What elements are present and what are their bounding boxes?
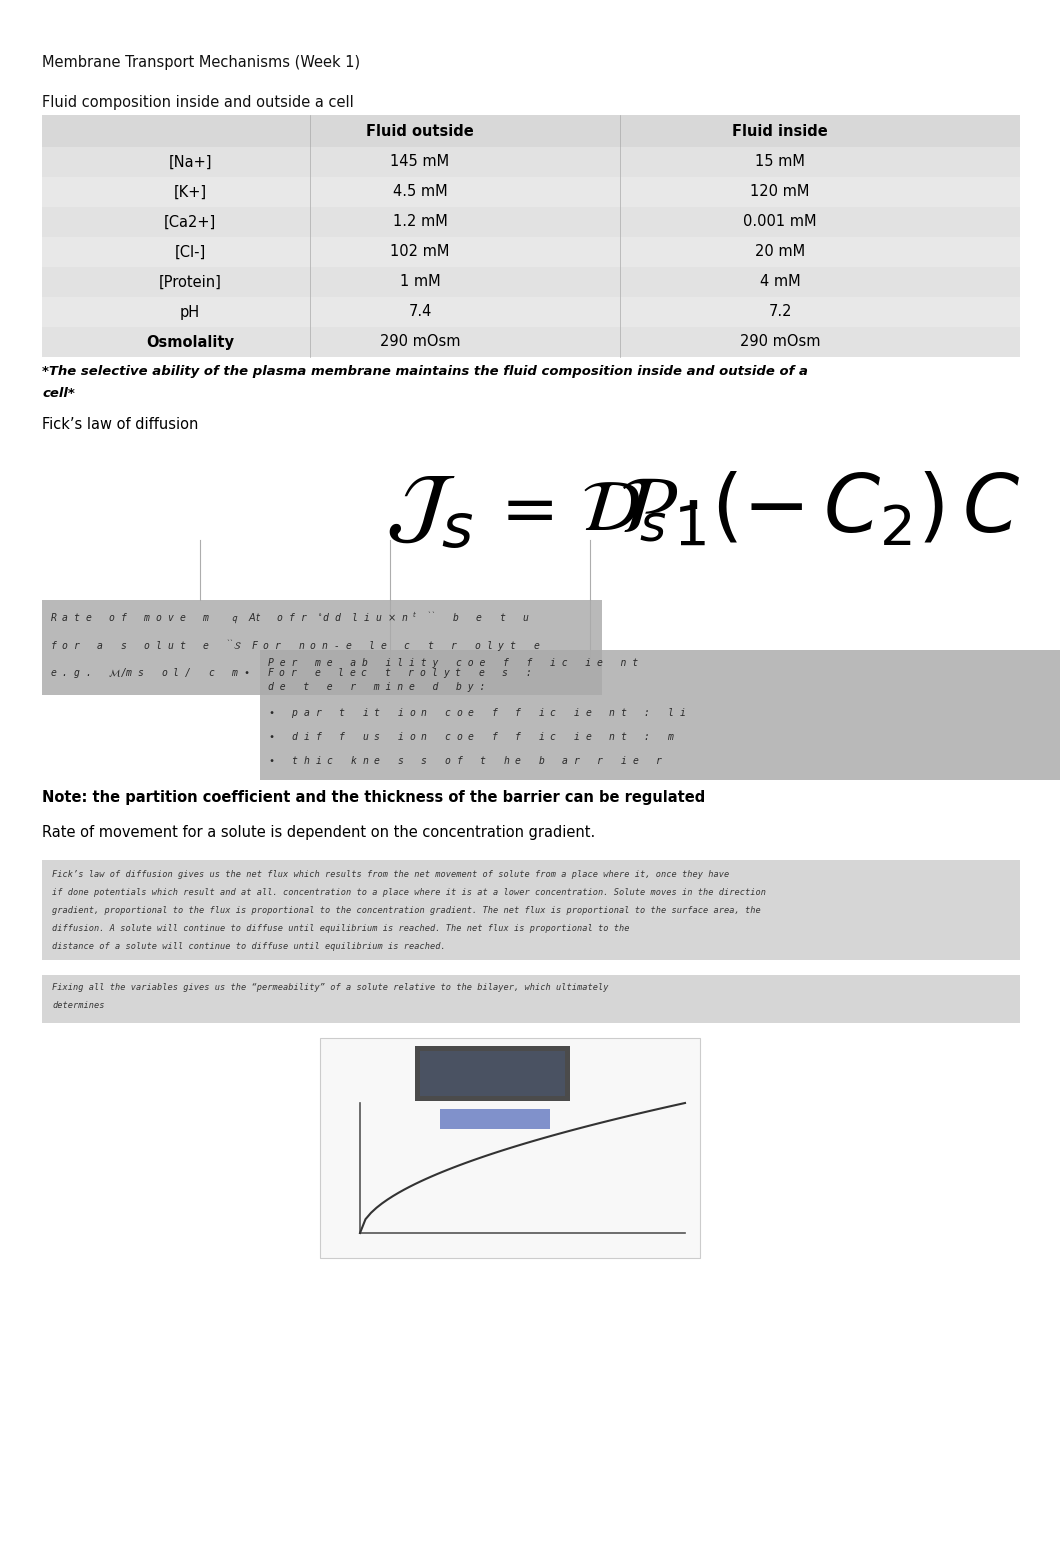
Text: 120 mM: 120 mM bbox=[751, 185, 809, 199]
Text: 290 mOsm: 290 mOsm bbox=[740, 335, 820, 350]
Text: 20 mM: 20 mM bbox=[755, 244, 805, 260]
Text: Fixing all the variables gives us the “permeability” of a solute relative to the: Fixing all the variables gives us the “p… bbox=[52, 983, 609, 993]
Text: 290 mOsm: 290 mOsm bbox=[380, 335, 460, 350]
Bar bbox=[42, 207, 1020, 237]
Bar bbox=[42, 115, 1020, 356]
Bar bbox=[42, 297, 1020, 327]
Text: $=$: $=$ bbox=[486, 476, 553, 543]
Text: $\bullet$   p a r   t   i t   i o n   c o e   f   f   i c   i e   n t   :   l i: $\bullet$ p a r t i t i o n c o e f f i … bbox=[268, 706, 686, 720]
Bar bbox=[42, 601, 602, 696]
Text: e . g .   $\mathcal{M}$/m s   o l /   c   m $\bullet$   F o r   e   l e c   t   : e . g . $\mathcal{M}$/m s o l / c m $\bu… bbox=[50, 666, 531, 680]
Text: 4 mM: 4 mM bbox=[759, 274, 801, 289]
Text: Fluid inside: Fluid inside bbox=[732, 123, 828, 138]
Text: Osmolality: Osmolality bbox=[145, 335, 234, 350]
Bar bbox=[260, 650, 1060, 780]
Text: gradient, proportional to the flux is proportional to the concentration gradient: gradient, proportional to the flux is pr… bbox=[52, 906, 760, 915]
Text: 15 mM: 15 mM bbox=[755, 154, 805, 170]
Bar bbox=[42, 860, 1020, 960]
Text: 7.4: 7.4 bbox=[408, 305, 431, 319]
Text: 7.2: 7.2 bbox=[768, 305, 792, 319]
Text: 0.001 mM: 0.001 mM bbox=[743, 215, 817, 229]
Text: P e r   m e   a b   i l i t y   c o e   f   f   i c   i e   n t: P e r m e a b i l i t y c o e f f i c i … bbox=[268, 658, 638, 668]
Bar bbox=[42, 327, 1020, 356]
Text: f o r   a   s   o l u t   e   $^{\text{``}}\mathcal{S}$  F o r   n o n - e   l e: f o r a s o l u t e $^{\text{``}}\mathca… bbox=[50, 638, 541, 655]
Text: $\mathcal{J}_s$: $\mathcal{J}_s$ bbox=[387, 468, 474, 551]
Bar bbox=[419, 1050, 565, 1095]
Text: Fluid composition inside and outside a cell: Fluid composition inside and outside a c… bbox=[42, 95, 354, 110]
Text: Note: the partition coefficient and the thickness of the barrier can be regulate: Note: the partition coefficient and the … bbox=[42, 790, 705, 804]
Text: $\bullet$   t h i c   k n e   s   s   o f   t   h e   b   a r   r   i e   r: $\bullet$ t h i c k n e s s o f t h e b … bbox=[268, 755, 664, 766]
Text: 102 mM: 102 mM bbox=[391, 244, 449, 260]
Text: 145 mM: 145 mM bbox=[391, 154, 449, 170]
Text: distance of a solute will continue to diffuse until equilibrium is reached.: distance of a solute will continue to di… bbox=[52, 941, 446, 951]
Text: Fick’s law of diffusion: Fick’s law of diffusion bbox=[42, 417, 199, 433]
Text: 1.2 mM: 1.2 mM bbox=[393, 215, 447, 229]
Text: [Na+]: [Na+] bbox=[168, 154, 211, 170]
Text: Membrane Transport Mechanisms (Week 1): Membrane Transport Mechanisms (Week 1) bbox=[42, 54, 360, 70]
Text: if done potentials which result and at all. concentration to a place where it is: if done potentials which result and at a… bbox=[52, 888, 766, 896]
Text: d e   t   e   r   m i n e   d   b y :: d e t e r m i n e d b y : bbox=[268, 682, 485, 692]
Text: [Cl-]: [Cl-] bbox=[174, 244, 206, 260]
Text: [K+]: [K+] bbox=[173, 185, 207, 199]
Text: R a t e   o f   m o v e   m    $\mathcal{q}$  $\mathit{A t}$   o f r  $^{\circ}$: R a t e o f m o v e m $\mathcal{q}$ $\ma… bbox=[50, 610, 530, 626]
Bar bbox=[42, 146, 1020, 177]
Text: $\mathcal{D}_s \cdot$: $\mathcal{D}_s \cdot$ bbox=[581, 475, 699, 545]
Bar bbox=[415, 1046, 570, 1102]
Bar bbox=[42, 237, 1020, 268]
Text: $\mathcal{P}_1 (-\, C_2)\, C$: $\mathcal{P}_1 (-\, C_2)\, C$ bbox=[619, 470, 1021, 549]
Text: $\bullet$   d i f   f   u s   i o n   c o e   f   f   i c   i e   n t   :   m: $\bullet$ d i f f u s i o n c o e f f i … bbox=[268, 730, 675, 742]
Bar bbox=[320, 1038, 700, 1257]
Text: Fick’s law of diffusion gives us the net flux which results from the net movemen: Fick’s law of diffusion gives us the net… bbox=[52, 870, 730, 879]
Text: [Ca2+]: [Ca2+] bbox=[164, 215, 217, 229]
Text: pH: pH bbox=[179, 305, 200, 319]
Text: diffusion. A solute will continue to diffuse until equilibrium is reached. The n: diffusion. A solute will continue to dif… bbox=[52, 924, 630, 934]
Text: 1 mM: 1 mM bbox=[399, 274, 441, 289]
Text: *The selective ability of the plasma membrane maintains the fluid composition in: *The selective ability of the plasma mem… bbox=[42, 366, 808, 378]
Bar bbox=[42, 268, 1020, 297]
Text: [Protein]: [Protein] bbox=[158, 274, 222, 289]
Text: determines: determines bbox=[52, 1001, 104, 1010]
Text: Rate of movement for a solute is dependent on the concentration gradient.: Rate of movement for a solute is depende… bbox=[42, 825, 595, 840]
Text: Fluid outside: Fluid outside bbox=[366, 123, 474, 138]
Bar bbox=[42, 177, 1020, 207]
Bar bbox=[42, 976, 1020, 1022]
Bar bbox=[440, 1109, 550, 1130]
Text: cell*: cell* bbox=[42, 387, 74, 400]
Text: 4.5 mM: 4.5 mM bbox=[393, 185, 447, 199]
